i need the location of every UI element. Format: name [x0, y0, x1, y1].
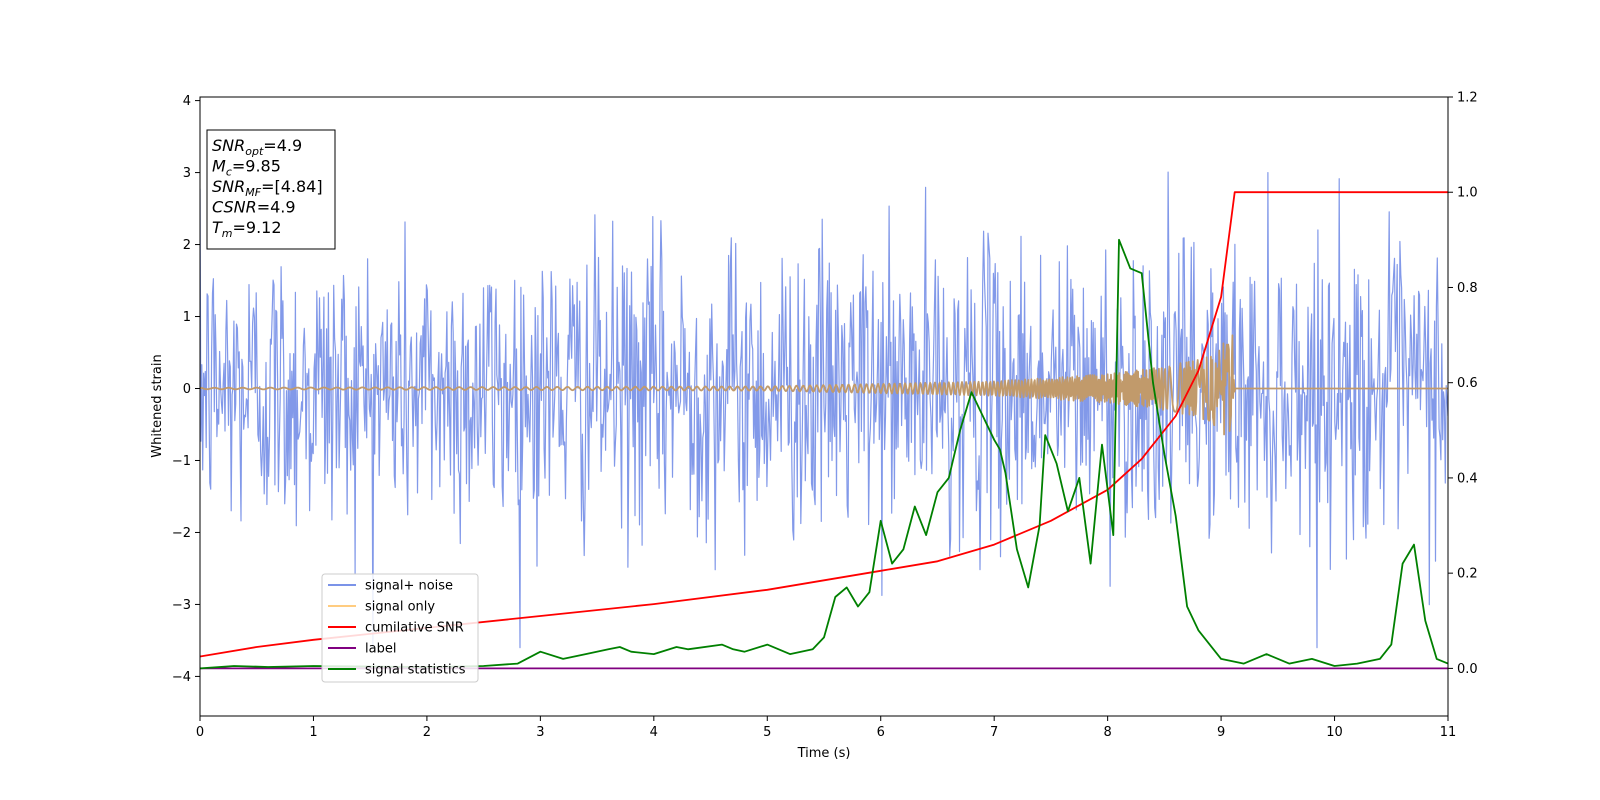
annotation-line: CSNR=4.9 [212, 198, 296, 217]
x-tick-label: 5 [763, 725, 771, 740]
x-tick-label: 1 [309, 725, 317, 740]
y-axis-right: 0.0 0.2 0.4 0.6 0.8 1.0 1.2 [1448, 91, 1478, 677]
annotation-line: Mc=9.85 [212, 157, 281, 179]
y-right-tick-label: 0.6 [1457, 376, 1478, 391]
series-line-signal-only [200, 334, 1448, 436]
x-axis-label: Time (s) [797, 746, 851, 761]
x-tick-label: 8 [1103, 725, 1111, 740]
x-axis: 0 1 2 3 4 5 6 7 8 9 10 11 [196, 716, 1456, 740]
y-left-tick-label: 2 [183, 238, 191, 253]
y-left-tick-label: −4 [172, 670, 191, 685]
y-left-tick-label: −2 [172, 526, 191, 541]
annotation-line: SNRMF=[4.84] [212, 177, 323, 199]
annotation-line: Tm=9.12 [212, 218, 282, 240]
legend-label: signal statistics [365, 663, 466, 678]
legend: signal+ noise signal only cumilative SNR la… [321, 573, 479, 683]
x-tick-label: 2 [423, 725, 431, 740]
y-right-tick-label: 0.2 [1457, 567, 1478, 582]
series-line-signal-statistics [200, 238, 1448, 670]
x-tick-label: 11 [1440, 725, 1457, 740]
x-tick-label: 9 [1217, 725, 1225, 740]
y-left-tick-label: −1 [172, 454, 191, 469]
annotation-frame [206, 129, 336, 250]
y-axis-left: −4 −3 −2 −1 0 1 2 3 4 [172, 94, 200, 685]
legend-label: cumilative SNR [365, 621, 464, 636]
annotation-box: SNRopt=4.9Mc=9.85SNRMF=[4.84]CSNR=4.9Tm=… [206, 129, 336, 250]
x-tick-label: 3 [536, 725, 544, 740]
y-right-tick-label: 1.0 [1457, 186, 1478, 201]
y-left-tick-label: 4 [183, 94, 191, 109]
y-left-tick-label: 3 [183, 166, 191, 181]
y-right-tick-label: 0.4 [1457, 471, 1478, 486]
y-right-tick-label: 1.2 [1457, 91, 1478, 106]
legend-label: signal+ noise [365, 579, 453, 594]
y-left-tick-label: 0 [183, 382, 191, 397]
y-left-tick-label: −3 [172, 598, 191, 613]
x-tick-label: 7 [990, 725, 998, 740]
annotation-line: SNRopt=4.9 [212, 136, 302, 158]
legend-label: label [365, 642, 396, 657]
x-tick-label: 0 [196, 725, 204, 740]
x-tick-label: 10 [1326, 725, 1343, 740]
legend-label: signal only [365, 600, 435, 615]
y-right-tick-label: 0.0 [1457, 662, 1478, 677]
x-tick-label: 6 [877, 725, 885, 740]
legend-frame [321, 573, 479, 683]
y-axis-label: Whitened strain [150, 354, 165, 457]
y-left-tick-label: 1 [183, 310, 191, 325]
plot-frame [199, 96, 1449, 717]
y-right-tick-label: 0.8 [1457, 281, 1478, 296]
series-line-signal-noise [200, 171, 1448, 649]
x-tick-label: 4 [650, 725, 658, 740]
